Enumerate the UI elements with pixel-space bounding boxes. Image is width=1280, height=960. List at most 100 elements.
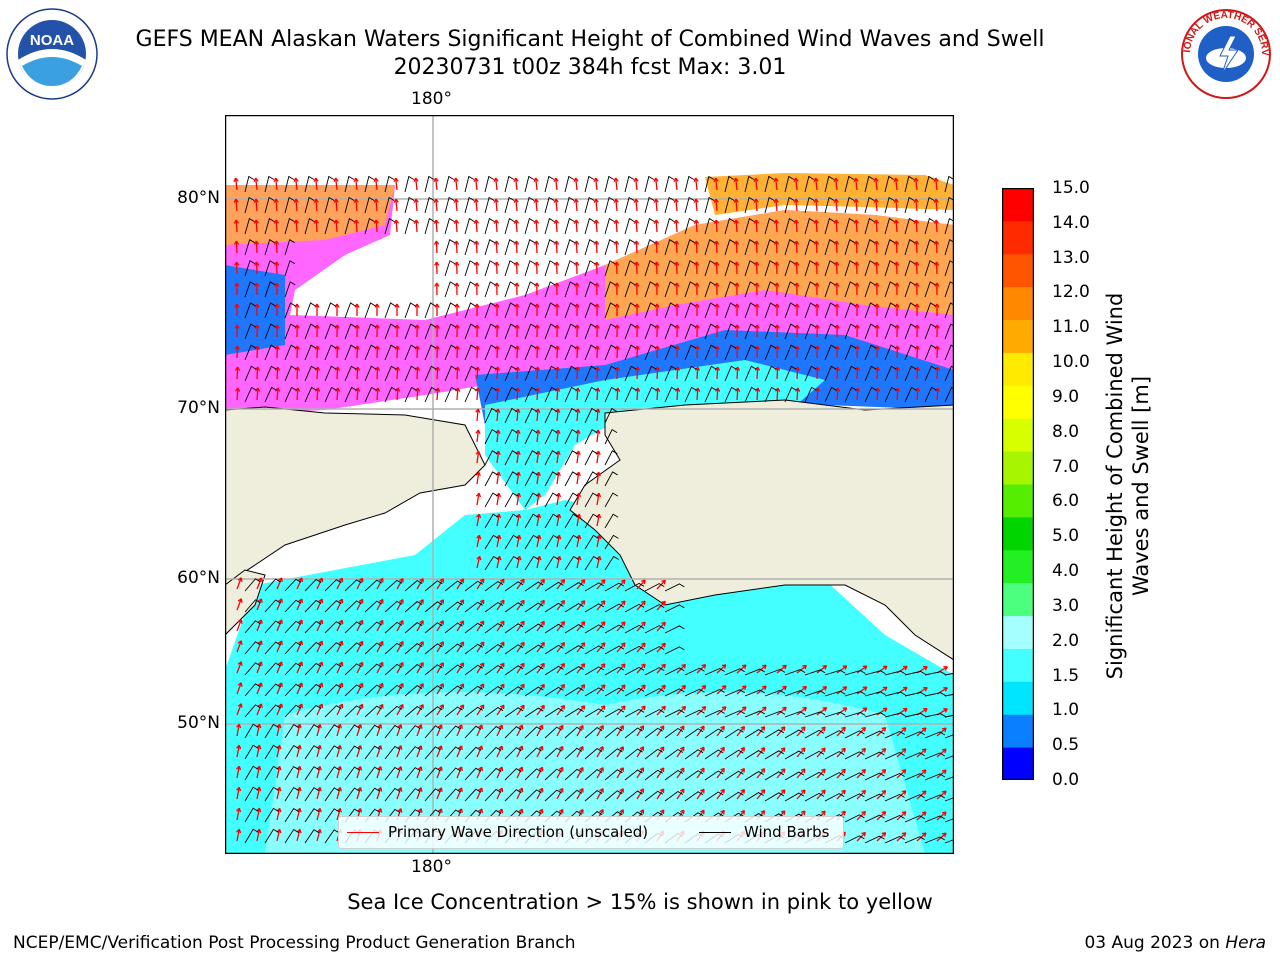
wind-barb [904, 752, 925, 760]
wave-arrow-head [574, 324, 580, 329]
wave-arrow-head [894, 324, 900, 329]
wind-barb [444, 281, 456, 298]
wave-arrow [435, 219, 438, 233]
wave-arrow [915, 178, 918, 191]
colorbar-tick-label: 2.0 [1052, 630, 1080, 651]
wave-arrow-head [780, 747, 786, 752]
wave-arrow-head [874, 345, 880, 350]
wind-barb [264, 786, 279, 802]
wind-barb [804, 281, 816, 298]
wave-arrow-head [434, 282, 440, 287]
wave-arrow-head [934, 366, 941, 371]
wave-arrow-head [275, 387, 281, 392]
wave-arrow-head [413, 198, 419, 203]
wind-barb [344, 365, 357, 382]
wave-arrow-head [494, 324, 500, 329]
wind-barb [424, 386, 437, 403]
wave-arrow [536, 725, 544, 737]
wind-barb [824, 730, 845, 739]
wave-arrow-head [538, 808, 544, 814]
wind-barb [504, 623, 524, 634]
wind-barb [864, 814, 885, 823]
wave-arrow-head [419, 578, 424, 583]
wind-barb [564, 513, 579, 529]
wave-arrow-head [453, 240, 460, 245]
wind-barb [264, 723, 279, 739]
wind-barb [924, 344, 937, 361]
wave-arrow-head [854, 366, 861, 371]
wave-arrow-head [494, 345, 500, 350]
wave-arrow [836, 387, 839, 401]
wave-arrow-head [234, 261, 240, 266]
wave-arrow-head [813, 177, 819, 182]
wind-barb [644, 769, 663, 781]
wind-barb [824, 239, 835, 256]
wave-arrow [496, 641, 505, 653]
wave-arrow [496, 620, 505, 632]
wave-arrow-head [235, 387, 241, 392]
blue-shelf [225, 265, 285, 355]
wave-arrow-head [774, 345, 780, 350]
wave-arrow-head [854, 261, 860, 266]
wind-barb [704, 302, 716, 319]
wind-barb [684, 260, 696, 277]
wind-barb [564, 386, 577, 403]
wave-arrow-head [735, 387, 741, 392]
wave-arrow-head [298, 682, 304, 688]
wind-barb [444, 365, 457, 382]
wind-barb [884, 751, 905, 760]
wind-barb [404, 386, 417, 403]
wave-arrow-head [499, 704, 505, 710]
wind-barb [504, 665, 524, 676]
wind-barb [604, 790, 623, 802]
wave-arrow-head [853, 177, 859, 182]
wind-barb [264, 323, 277, 340]
wave-arrow-head [814, 366, 821, 371]
wave-arrow [616, 767, 624, 779]
wind-barb [784, 260, 796, 277]
wave-arrow-head [413, 219, 419, 224]
wave-arrow-head [794, 282, 800, 287]
wave-arrow-head [695, 387, 701, 392]
wave-arrow [816, 387, 819, 401]
wind-barb [704, 791, 724, 802]
wave-arrow [556, 663, 565, 674]
wave-arrow [536, 430, 539, 443]
wind-barb [784, 196, 795, 214]
wave-arrow-head [495, 387, 501, 392]
wind-barb [504, 281, 516, 298]
wave-arrow-head [513, 177, 519, 182]
wind-barb [324, 365, 337, 382]
footer-credit: NCEP/EMC/Verification Post Processing Pr… [13, 933, 576, 953]
wave-arrow-head [721, 664, 727, 669]
wave-arrow [875, 240, 878, 254]
wave-arrow-head [540, 599, 545, 605]
wave-arrow-head [853, 219, 859, 224]
wave-arrow-head [353, 219, 359, 224]
wind-barb [524, 302, 536, 319]
wind-barb [944, 386, 954, 403]
wave-arrow-head [679, 788, 685, 794]
wave-arrow [936, 366, 939, 380]
wind-barb [884, 814, 905, 823]
wave-arrow-head [473, 177, 479, 182]
wind-barb [864, 670, 886, 676]
wave-arrow-head [338, 682, 344, 688]
wave-arrow [255, 178, 258, 191]
wind-barb [544, 260, 556, 277]
wave-arrow-head [741, 664, 747, 669]
wave-arrow [775, 219, 778, 233]
wave-arrow-head [841, 747, 846, 753]
wave-arrow-head [934, 261, 940, 266]
wave-arrow [516, 472, 520, 485]
wave-arrow [595, 178, 598, 191]
wave-arrow-head [762, 664, 767, 670]
wind-barb [424, 365, 437, 382]
wave-arrow-head [273, 198, 279, 203]
wind-barb [304, 724, 320, 739]
wave-arrow [495, 198, 498, 212]
wind-barb [644, 281, 656, 298]
wave-arrow-head [834, 303, 840, 308]
wave-arrow-head [639, 746, 645, 751]
wave-arrow-head [318, 682, 324, 688]
